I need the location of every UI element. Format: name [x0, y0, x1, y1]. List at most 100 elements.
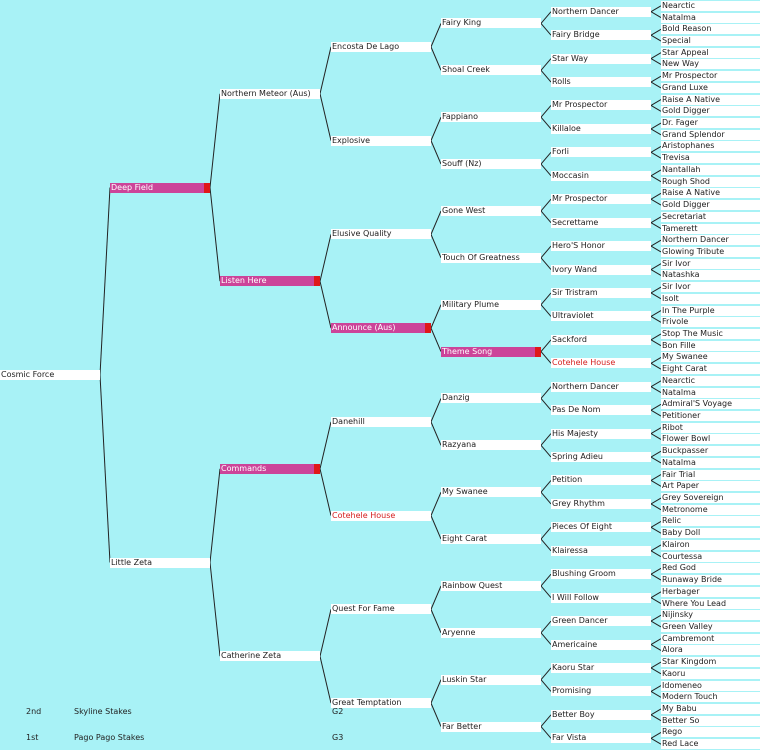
connector-line	[650, 737, 662, 745]
connector-line	[650, 567, 662, 575]
connector-line	[650, 526, 662, 534]
horse-g3-4: Danehill	[331, 416, 431, 427]
connector-line	[540, 386, 552, 399]
connector-line	[650, 409, 662, 417]
horse-g3-7: Great Temptation	[331, 698, 431, 709]
horse-g4-13: Aryenne	[441, 627, 541, 638]
horse-g2-3: Catherine Zeta	[220, 651, 320, 662]
connector-line	[430, 491, 442, 516]
horse-g6-53: Green Valley	[661, 621, 760, 632]
horse-g2-1: Listen Here	[220, 276, 320, 287]
connector-line	[209, 187, 221, 282]
horse-g5-31: Far Vista	[551, 733, 651, 744]
horse-g3-0: Encosta De Lago	[331, 41, 431, 52]
horse-g6-47: Courtessa	[661, 551, 760, 562]
connector-line	[650, 175, 662, 183]
connector-line	[650, 620, 662, 628]
horse-g6-44: Relic	[661, 516, 760, 527]
connector-line	[650, 573, 662, 581]
horse-g6-26: In The Purple	[661, 305, 760, 316]
horse-g4-6: Military Plume	[441, 299, 541, 310]
connector-line	[209, 468, 221, 563]
horse-g6-22: Sir Ivor	[661, 258, 760, 269]
connector-line	[540, 351, 552, 364]
connector-line	[540, 116, 552, 130]
race-result-place: 2nd	[26, 707, 42, 716]
connector-line	[650, 239, 662, 247]
horse-g6-41: Art Paper	[661, 481, 760, 492]
horse-g6-20: Northern Dancer	[661, 235, 760, 246]
horse-g6-54: Cambremont	[661, 633, 760, 644]
horse-g5-16: Northern Dancer	[551, 381, 651, 392]
connector-line	[540, 726, 552, 739]
horse-g5-27: Americaine	[551, 639, 651, 650]
horse-g4-4: Gone West	[441, 205, 541, 216]
connector-line	[650, 474, 662, 481]
connector-line	[650, 222, 662, 229]
connector-line	[99, 374, 111, 563]
connector-line	[650, 245, 662, 253]
horse-g6-25: Isolt	[661, 293, 760, 304]
connector-line	[650, 58, 662, 65]
connector-line	[650, 497, 662, 505]
connector-line	[540, 69, 552, 83]
connector-line	[540, 210, 552, 223]
horse-g6-37: Flower Bowl	[661, 434, 760, 445]
race-result-name: Skyline Stakes	[74, 707, 132, 716]
connector-line	[209, 562, 221, 657]
horse-g5-15: Cotehele House	[551, 358, 651, 369]
connector-line	[650, 503, 662, 511]
horse-g5-28: Kaoru Star	[551, 662, 651, 673]
connector-line	[319, 421, 332, 469]
horse-g6-32: Nearctic	[661, 375, 760, 386]
connector-line	[650, 315, 662, 323]
connector-line	[650, 81, 662, 89]
horse-g5-25: I Will Follow	[551, 592, 651, 603]
connector-line	[650, 362, 662, 370]
horse-g5-13: Ultraviolet	[551, 311, 651, 322]
horse-g3-3: Announce (Aus)	[331, 323, 431, 334]
connector-line	[430, 679, 442, 704]
horse-g5-20: Petition	[551, 475, 651, 486]
horse-g5-18: His Majesty	[551, 428, 651, 439]
horse-g6-52: Nijinsky	[661, 610, 760, 621]
connector-line	[650, 151, 662, 159]
horse-g3-5: Cotehele House	[331, 510, 431, 521]
horse-g6-58: Idomeneo	[661, 680, 760, 691]
horse-g6-62: Rego	[661, 727, 760, 738]
connector-line	[650, 292, 662, 300]
connector-line	[650, 661, 662, 669]
connector-line	[209, 93, 221, 188]
horse-g4-11: Eight Carat	[441, 534, 541, 545]
horse-g6-36: Ribot	[661, 422, 760, 433]
connector-line	[650, 52, 662, 60]
horse-g5-26: Green Dancer	[551, 616, 651, 627]
connector-line	[650, 339, 662, 347]
connector-line	[650, 521, 662, 528]
connector-line	[540, 23, 552, 36]
horse-g5-11: Ivory Wand	[551, 264, 651, 275]
connector-line	[650, 427, 662, 435]
connector-line	[540, 398, 552, 411]
horse-g4-12: Rainbow Quest	[441, 580, 541, 591]
horse-g6-46: Klairon	[661, 539, 760, 550]
horse-g5-9: Secrettame	[551, 217, 651, 228]
horse-g5-3: Rolls	[551, 77, 651, 88]
horse-g6-21: Glowing Tribute	[661, 246, 760, 257]
horse-g5-4: Mr Prospector	[551, 100, 651, 111]
connector-line	[319, 468, 332, 516]
horse-g6-9: Gold Digger	[661, 106, 760, 117]
horse-g5-2: Star Way	[551, 53, 651, 64]
connector-line	[650, 11, 662, 19]
horse-g4-1: Shoal Creek	[441, 65, 541, 76]
connector-line	[650, 690, 662, 698]
connector-line	[430, 210, 442, 235]
horse-g6-7: Grand Luxe	[661, 82, 760, 93]
connector-line	[319, 281, 332, 329]
horse-g6-2: Bold Reason	[661, 24, 760, 35]
connector-line	[650, 28, 662, 36]
connector-line	[540, 198, 552, 212]
horse-g6-48: Red God	[661, 563, 760, 574]
horse-g6-50: Herbager	[661, 586, 760, 597]
connector-line	[650, 269, 662, 276]
